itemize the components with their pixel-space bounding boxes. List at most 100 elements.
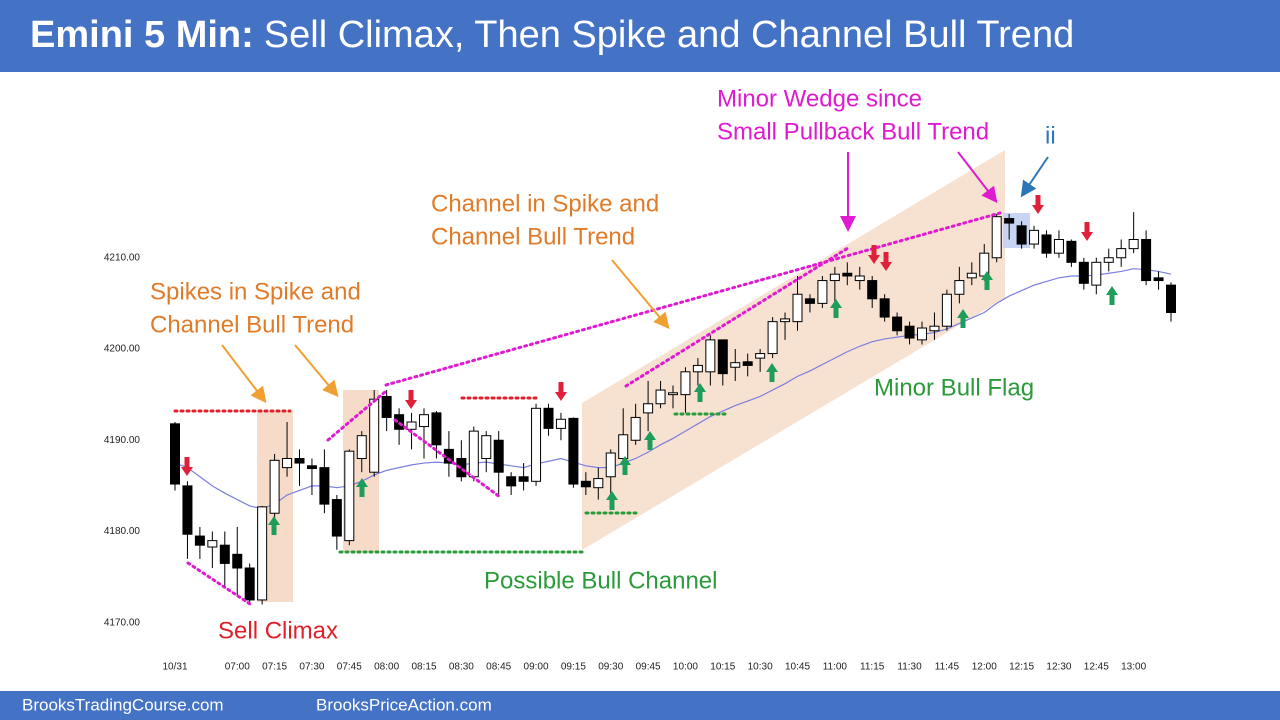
footer-link: BrooksTradingCourse.com bbox=[22, 695, 224, 714]
x-tick-label: 13:00 bbox=[1121, 662, 1146, 673]
ema-line bbox=[174, 268, 1172, 510]
candle-body bbox=[1128, 239, 1139, 250]
pointers bbox=[221, 151, 1049, 404]
x-tick-label: 07:00 bbox=[225, 662, 250, 673]
candle-body bbox=[1153, 277, 1164, 282]
candle-body bbox=[506, 476, 517, 487]
annotation: Small Pullback Bull Trend bbox=[717, 118, 989, 145]
pointer bbox=[957, 151, 998, 204]
buy-arrow bbox=[830, 299, 842, 318]
candle-body bbox=[344, 450, 355, 542]
candle-body bbox=[1078, 261, 1089, 284]
lines bbox=[173, 211, 1002, 606]
candle-body bbox=[605, 452, 616, 478]
candle-body bbox=[194, 535, 205, 546]
x-tick-label: 09:00 bbox=[524, 662, 549, 673]
x-tick-label: 12:30 bbox=[1046, 662, 1071, 673]
candle-body bbox=[829, 273, 840, 282]
candle-body bbox=[356, 435, 367, 459]
title-text: Sell Climax, Then Spike and Channel Bull… bbox=[264, 14, 1074, 56]
buy-arrow bbox=[1106, 286, 1118, 305]
x-tick-label: 09:30 bbox=[598, 662, 623, 673]
candle-body bbox=[1116, 248, 1127, 259]
candle-body bbox=[543, 407, 554, 429]
x-tick-label: 08:15 bbox=[411, 662, 436, 673]
annotation: Channel Bull Trend bbox=[150, 311, 354, 338]
candle-body bbox=[991, 216, 1002, 259]
x-tick-label: 07:15 bbox=[262, 662, 287, 673]
sell-arrow bbox=[1081, 222, 1093, 241]
candle-body bbox=[817, 280, 828, 304]
x-tick-label: 10:15 bbox=[710, 662, 735, 673]
x-tick-label: 11:30 bbox=[897, 662, 922, 673]
x-tick-label: 09:45 bbox=[636, 662, 661, 673]
annotation: Minor Bull Flag bbox=[874, 374, 1034, 401]
buy-arrow bbox=[619, 456, 631, 475]
candle-body bbox=[394, 414, 405, 430]
dotted-line bbox=[326, 390, 387, 442]
channel-zone bbox=[582, 150, 1005, 550]
candle-body bbox=[954, 280, 965, 295]
candle-body bbox=[941, 293, 952, 327]
candle-body bbox=[419, 414, 429, 428]
candle-body bbox=[867, 280, 878, 300]
candle-body bbox=[1066, 240, 1077, 263]
x-tick-label: 08:30 bbox=[449, 662, 474, 673]
dotted-line bbox=[393, 418, 502, 499]
x-tick-label: 11:00 bbox=[823, 662, 848, 673]
candle-body bbox=[170, 423, 180, 485]
candle-body bbox=[929, 325, 940, 332]
candle-body bbox=[456, 458, 467, 478]
candle-body bbox=[854, 275, 865, 282]
candle-body bbox=[630, 416, 641, 441]
buy-arrow bbox=[268, 516, 280, 535]
x-tick-label: 07:30 bbox=[299, 662, 324, 673]
x-tick-label: 12:00 bbox=[972, 662, 997, 673]
x-tick-label: 08:00 bbox=[374, 662, 399, 673]
plot: 4170.00 4180.00 4190.00 4200.00 4210.00 10/31… bbox=[104, 212, 1176, 673]
candle-body bbox=[755, 353, 766, 359]
candle-body bbox=[1041, 234, 1052, 254]
x-tick-label: 11:15 bbox=[860, 662, 885, 673]
candle-body bbox=[207, 540, 218, 548]
candle-body bbox=[904, 325, 915, 339]
pointer bbox=[294, 344, 339, 398]
candle-body bbox=[1016, 225, 1027, 245]
candle-body bbox=[381, 395, 392, 418]
dotted-line bbox=[624, 246, 850, 388]
candle-body bbox=[580, 480, 591, 488]
candle-body bbox=[294, 458, 305, 464]
title-bold: Emini 5 Min: bbox=[30, 14, 254, 56]
annotation: Channel Bull Trend bbox=[431, 223, 635, 250]
y-tick-label: 4170.00 bbox=[104, 617, 141, 628]
candle-body bbox=[879, 298, 890, 318]
candle-body bbox=[182, 485, 193, 535]
candle-body bbox=[555, 418, 566, 429]
candle-body bbox=[306, 465, 317, 470]
x-tick-label: 10:30 bbox=[748, 662, 773, 673]
candle-body bbox=[842, 272, 853, 277]
sell-arrow bbox=[880, 252, 892, 271]
annotation: ii bbox=[1045, 122, 1056, 149]
candle-body bbox=[792, 293, 803, 323]
x-tick-label: 10/31 bbox=[162, 662, 187, 673]
y-tick-label: 4210.00 bbox=[104, 252, 141, 263]
candle-body bbox=[219, 544, 230, 564]
x-tick-label: 10:00 bbox=[673, 662, 698, 673]
y-tick-label: 4180.00 bbox=[104, 526, 141, 537]
candle-body bbox=[232, 553, 243, 569]
footer-band bbox=[0, 691, 1280, 720]
buy-arrow bbox=[694, 383, 706, 402]
sell-arrow bbox=[555, 382, 567, 401]
candle-body bbox=[481, 435, 492, 459]
candle-body bbox=[717, 339, 728, 375]
candle-body bbox=[668, 392, 678, 396]
x-tick-label: 07:45 bbox=[337, 662, 362, 673]
title: Emini 5 Min: Sell Climax, Then Spike and … bbox=[30, 14, 1074, 56]
annotation: Minor Wedge since bbox=[717, 85, 922, 112]
header-band bbox=[0, 0, 1280, 72]
candle-body bbox=[655, 389, 666, 405]
y-tick-label: 4200.00 bbox=[104, 344, 141, 355]
